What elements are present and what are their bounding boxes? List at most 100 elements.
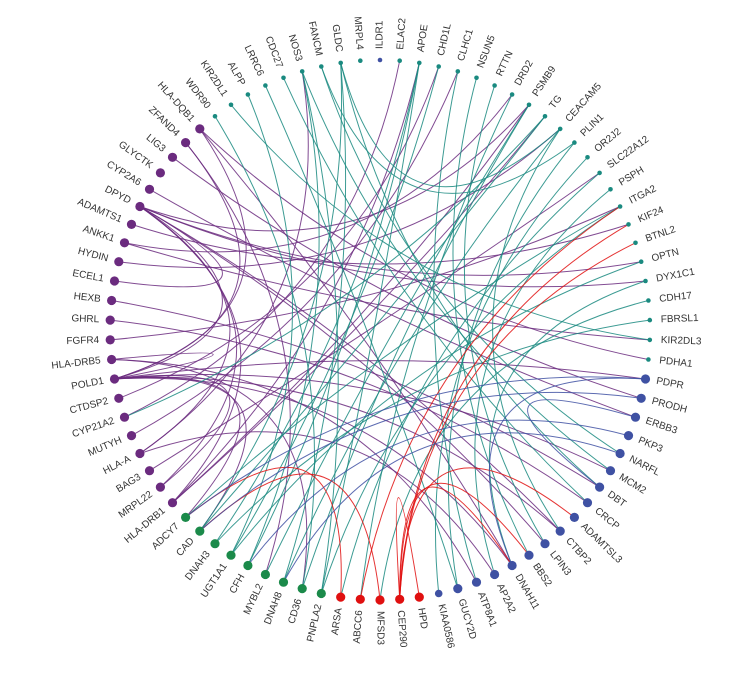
link-dyx1c1-dnah11 xyxy=(488,280,646,566)
node-kiaa0586 xyxy=(434,589,443,598)
link-cep290-bbs2 xyxy=(399,482,530,600)
node-label-apoe: APOE xyxy=(416,23,431,52)
node-kif24 xyxy=(626,222,631,227)
node-label-arsa: ARSA xyxy=(330,607,345,636)
node-or2j2 xyxy=(585,155,590,160)
node-label-dnah3: DNAH3 xyxy=(183,549,213,583)
node-abcc6 xyxy=(355,594,365,604)
link-tg-cyp21a2 xyxy=(124,115,546,418)
link-or2j2-kiaa0586 xyxy=(434,156,588,594)
node-wdr90 xyxy=(212,114,218,119)
link-ctdsp2-chd1l xyxy=(118,66,440,399)
link-pkp3-cfh xyxy=(247,419,629,566)
node-label-mrpl4: MRPL4 xyxy=(351,16,364,50)
link-dpyd-dyx1c1 xyxy=(139,206,646,288)
node-label-pkp3: PKP3 xyxy=(636,435,664,455)
node-label-psph: PSPH xyxy=(617,165,646,189)
node-narfl xyxy=(615,448,625,459)
node-lpin3 xyxy=(540,539,550,549)
node-label-optn: OPTN xyxy=(651,247,681,265)
node-cdc27 xyxy=(281,75,286,81)
link-cep290-dnah11 xyxy=(399,486,513,600)
link-abcc6-itga2 xyxy=(359,206,621,600)
node-zfand4 xyxy=(181,138,191,148)
node-label-tg: TG xyxy=(547,93,564,111)
node-atp8a1 xyxy=(471,577,482,587)
node-adcy7 xyxy=(181,512,191,523)
link-nos3-mcm2 xyxy=(301,71,611,472)
node-hexb xyxy=(107,295,117,306)
node-label-dpyd: DPYD xyxy=(103,184,133,206)
link-cep290-hpd xyxy=(395,497,420,600)
node-dnah11 xyxy=(507,560,517,571)
node-label-pdpr: PDPR xyxy=(655,376,684,392)
node-lig3 xyxy=(167,152,178,162)
node-ecel1 xyxy=(109,276,120,286)
node-mcm2 xyxy=(605,466,616,476)
node-label-chd1l: CHD1L xyxy=(436,22,454,57)
node-label-plin1: PLIN1 xyxy=(579,112,607,140)
node-mrpl22 xyxy=(155,482,165,492)
node-label-erbb3: ERBB3 xyxy=(644,416,679,437)
node-label-atp8a1: ATP8A1 xyxy=(475,591,498,629)
node-label-mybl2: MYBL2 xyxy=(242,582,266,617)
node-kir2dl1 xyxy=(228,102,234,108)
node-label-gldc: GLDC xyxy=(329,24,344,53)
node-psph xyxy=(608,187,613,192)
link-nos3-pnpla2 xyxy=(301,71,339,594)
node-label-narfl: NARFL xyxy=(627,454,662,479)
link-apoe-dnah3 xyxy=(214,62,420,544)
labels-layer: ILDR1 ELAC2 APOE CHD1L CLHC1 NSUN5RTTNDRD2PSM… xyxy=(51,16,702,650)
link-pold1-hla-dqb1 xyxy=(114,128,247,380)
link-dpyd-psmb9 xyxy=(139,104,530,232)
link-nsun5-bbs2 xyxy=(452,77,530,556)
link-hla-a-nos3 xyxy=(139,71,309,454)
node-cep290 xyxy=(395,594,405,604)
link-narfl-dnah8 xyxy=(283,432,621,583)
link-hla-dqb1-dnah11 xyxy=(199,128,513,566)
node-label-rttn: RTTN xyxy=(494,49,515,78)
node-label-ecel1: ECEL1 xyxy=(72,268,106,285)
node-label-ctdsp2: CTDSP2 xyxy=(69,396,110,417)
node-rttn xyxy=(492,83,497,88)
node-itga2 xyxy=(617,204,623,209)
link-pdpr-adcy7 xyxy=(185,376,646,518)
node-ap2a2 xyxy=(490,569,500,580)
node-label-cdh17: CDH17 xyxy=(659,290,693,305)
node-cfh xyxy=(243,560,253,571)
link-ankk1-drd2 xyxy=(124,94,513,253)
node-optn xyxy=(638,259,644,265)
node-label-cfh: CFH xyxy=(228,572,248,595)
link-dpyd-optn xyxy=(139,206,642,276)
link-drd2-abcc6 xyxy=(359,94,513,600)
node-ceacam5 xyxy=(557,126,563,132)
link-chd1l-ugt1a1 xyxy=(230,66,440,556)
link-fancm-plin1 xyxy=(320,66,575,194)
link-ceacam5-dnah8 xyxy=(283,128,561,583)
node-label-hexb: HEXB xyxy=(73,291,102,305)
node-label-cad: CAD xyxy=(174,536,196,559)
node-erbb3 xyxy=(630,412,641,422)
link-hla-dqb1-pdha1 xyxy=(199,128,649,360)
node-lrrc6 xyxy=(263,83,268,88)
node-prodh xyxy=(636,393,646,403)
link-lig3-prodh xyxy=(172,156,642,399)
node-cyp2a6 xyxy=(144,184,155,194)
link-gldc-cad xyxy=(199,62,343,532)
node-hla-dqb1 xyxy=(195,124,205,134)
link-nos3-cfh xyxy=(247,71,320,566)
link-hla-drb5-cd36 xyxy=(111,359,308,589)
node-ctbp2 xyxy=(555,526,565,536)
link-hla-drb1-psmb9 xyxy=(172,104,530,504)
node-label-btnl2: BTNL2 xyxy=(644,224,677,245)
link-rttn-lpin3 xyxy=(463,85,546,544)
node-hla-drb5 xyxy=(107,354,117,365)
node-cyp21a2 xyxy=(119,412,130,422)
node-kir2dl3 xyxy=(647,337,653,343)
node-label-mutyh: MUTYH xyxy=(87,435,124,459)
node-label-psmb9: PSMB9 xyxy=(531,64,559,99)
node-slc22a12 xyxy=(597,170,602,176)
node-hpd xyxy=(414,592,424,602)
node-label-dnah8: DNAH8 xyxy=(262,590,285,626)
node-alpp xyxy=(245,92,251,97)
